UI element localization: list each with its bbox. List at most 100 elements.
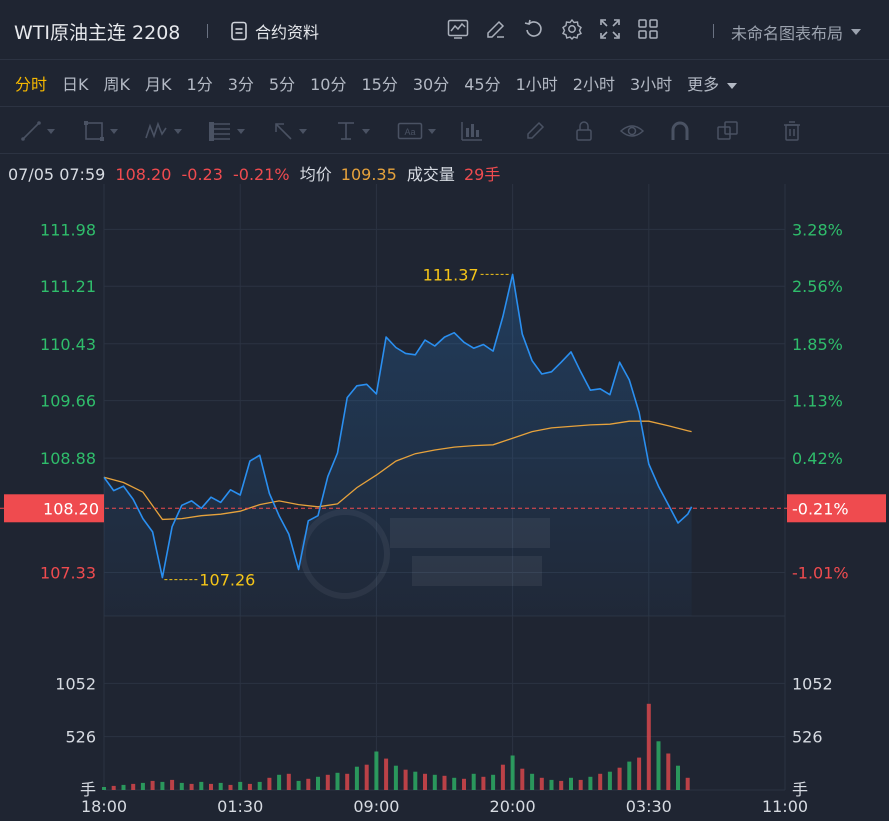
period-tab[interactable]: 分时: [15, 75, 48, 94]
magnet-tool[interactable]: [669, 119, 691, 143]
volume-bar: [491, 774, 496, 790]
contract-info-button[interactable]: 合约资料: [230, 19, 319, 43]
svg-text:Aa: Aa: [404, 127, 415, 137]
volume-bar: [569, 777, 573, 790]
volume-bar: [481, 776, 486, 790]
period-tab[interactable]: 5分: [268, 75, 296, 94]
measure-tool[interactable]: [335, 119, 370, 143]
volume-bar: [354, 766, 359, 790]
volume-bar: [452, 777, 457, 790]
volume-bar: [666, 753, 671, 790]
fibonacci-tool[interactable]: [208, 119, 245, 143]
period-tab[interactable]: 周K: [103, 75, 131, 94]
period-tab[interactable]: 月K: [145, 75, 172, 94]
volume-bar: [150, 780, 155, 790]
time-tick-label: 18:00: [81, 797, 127, 816]
grid-layout-icon[interactable]: [636, 17, 660, 41]
volume-bar: [228, 784, 233, 790]
fullscreen-icon[interactable]: [598, 17, 622, 41]
delete-tool[interactable]: [781, 119, 803, 143]
price-tick-label: 111.21: [40, 277, 96, 296]
period-tab[interactable]: 2小时: [572, 75, 615, 94]
candlestick-icon: [461, 122, 482, 141]
avg-label: 均价: [299, 165, 332, 184]
divider: [207, 24, 208, 38]
pct-tick-label: 2.56%: [792, 277, 843, 296]
trash-icon: [784, 121, 800, 141]
volume-bar: [403, 769, 408, 790]
divider: [713, 24, 714, 38]
chevron-down-icon: [237, 128, 245, 134]
volume-bar: [462, 778, 466, 790]
time-tick-label: 20:00: [490, 797, 536, 816]
volume-bars: [102, 703, 690, 790]
wave-tool[interactable]: [145, 119, 182, 143]
chevron-down-icon: [47, 128, 55, 134]
time-tick-label: 09:00: [353, 797, 399, 816]
volume-bar: [423, 773, 427, 790]
top-toolbar: WTI原油主连 2208 合约资料 未命名图表布局: [0, 0, 889, 60]
rectangle-icon: [84, 121, 104, 141]
current-price-label: 108.20: [43, 499, 99, 518]
line-icon: [21, 121, 41, 141]
pct-tick-label: 0.42%: [792, 449, 843, 468]
brush-tool[interactable]: [524, 119, 546, 143]
clone-tool[interactable]: [716, 119, 740, 143]
volume-bar: [199, 781, 204, 790]
volume-bar: [335, 772, 340, 790]
volume-bar: [646, 703, 651, 790]
measure-icon: [338, 122, 354, 140]
period-tab[interactable]: 15分: [361, 75, 398, 94]
volume-unit-label: 手: [80, 780, 96, 799]
volume-bar: [247, 783, 252, 790]
arrow-icon: [275, 123, 292, 140]
period-tab[interactable]: 3分: [227, 75, 254, 94]
intraday-chart[interactable]: 111.98 111.21 110.43 109.66 108.88 108.20 107.…: [0, 184, 889, 821]
period-tab[interactable]: 1小时: [515, 75, 558, 94]
volume-bar: [121, 784, 126, 790]
volume-bar: [500, 764, 505, 790]
chevron-down-icon: [362, 128, 370, 134]
volume-bar: [179, 782, 184, 790]
contract-info-label: 合约资料: [255, 23, 320, 42]
volume-bar: [442, 775, 447, 790]
high-price-label: 111.37: [423, 265, 479, 284]
price-line: [103, 273, 693, 579]
volume-bar: [267, 777, 272, 790]
volume-bar: [209, 783, 213, 790]
volume-bar: [539, 777, 544, 790]
text-tool[interactable]: Aa: [397, 119, 436, 143]
period-tab[interactable]: 更多: [687, 71, 737, 95]
undo-icon[interactable]: [522, 17, 546, 41]
period-tab[interactable]: 10分: [310, 75, 347, 94]
brush-icon: [527, 121, 545, 139]
volume-bar: [627, 761, 632, 790]
current-price-badge: [4, 494, 104, 523]
lock-tool[interactable]: [573, 119, 595, 143]
candle-tool[interactable]: [460, 119, 484, 143]
period-tab[interactable]: 1分: [186, 75, 213, 94]
volume-bar: [384, 758, 389, 790]
arrow-tool[interactable]: [272, 119, 307, 143]
pct-tick-label: -1.01%: [792, 563, 849, 582]
chart-type-icon[interactable]: [446, 17, 470, 41]
period-tab[interactable]: 日K: [62, 75, 89, 94]
instrument-title[interactable]: WTI原油主连 2208: [14, 22, 181, 44]
quote-datetime: 07/05 07:59: [8, 165, 106, 184]
volume-label: 成交量: [406, 165, 455, 184]
pct-tick-label: 1.85%: [792, 335, 843, 354]
gear-icon[interactable]: [560, 17, 584, 41]
period-tab[interactable]: 30分: [412, 75, 450, 94]
fibonacci-icon: [209, 122, 230, 141]
visibility-tool[interactable]: [620, 119, 644, 143]
trend-line-tool[interactable]: [20, 119, 55, 143]
period-tab[interactable]: 3小时: [629, 75, 673, 94]
volume-tick-label: 526: [792, 728, 823, 747]
rectangle-tool[interactable]: [83, 119, 118, 143]
layout-selector[interactable]: 未命名图表布局: [731, 20, 862, 44]
current-pct-badge: [787, 494, 886, 523]
period-tab[interactable]: 45分: [464, 75, 501, 94]
price-area-fill: [104, 274, 692, 616]
edit-icon[interactable]: [484, 17, 508, 41]
volume-bar: [530, 773, 535, 790]
